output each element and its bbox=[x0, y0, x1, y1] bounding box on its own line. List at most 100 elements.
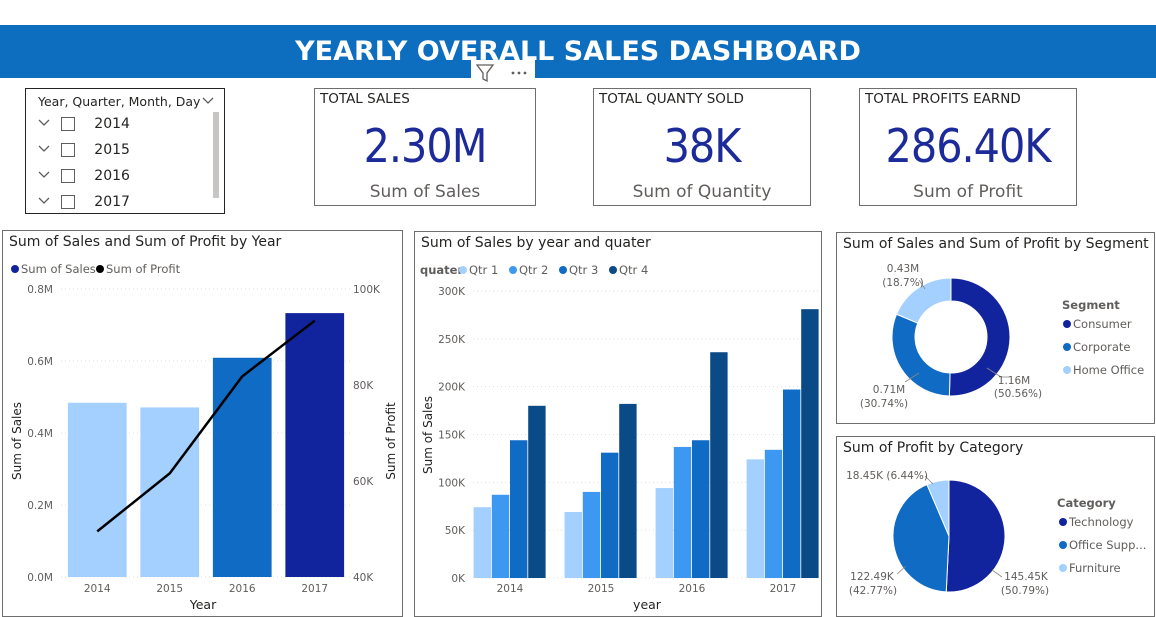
sales-by-year-quarter-chart[interactable]: Sum of Sales by year and quater quater Q… bbox=[414, 231, 822, 617]
x-tick-label: 2017 bbox=[301, 583, 328, 595]
legend-marker bbox=[11, 265, 19, 273]
slicer-item[interactable]: 2014 bbox=[38, 116, 130, 138]
sales-bar[interactable] bbox=[212, 357, 272, 577]
quarter-bar[interactable] bbox=[601, 452, 619, 578]
slicer-item-controls bbox=[38, 143, 75, 157]
dashboard-title: YEARLY OVERALL SALES DASHBOARD bbox=[295, 36, 861, 67]
x-tick-label: 2014 bbox=[84, 583, 111, 595]
checkbox-icon[interactable] bbox=[61, 143, 75, 157]
chart-canvas: quater Qtr 1 Qtr 2 Qtr 3 Qtr 4 Sum of Sales… bbox=[420, 263, 821, 612]
date-slicer[interactable]: Year, Quarter, Month, Day 2014 2015 2016 bbox=[25, 88, 225, 214]
quarter-bar[interactable] bbox=[564, 511, 582, 578]
slicer-item[interactable]: 2015 bbox=[38, 142, 130, 164]
quarter-bar[interactable] bbox=[783, 389, 801, 578]
y-tick-label: 300K bbox=[438, 286, 466, 298]
title-banner bbox=[0, 25, 1156, 78]
x-tick-label: 2017 bbox=[770, 583, 797, 595]
card-label: Sum of Quantity bbox=[632, 182, 772, 202]
chart-canvas: Segment Consumer Corporate Home Office 1.1… bbox=[860, 263, 1144, 410]
slice-value-label: 0.43M bbox=[887, 263, 919, 275]
slice-pct-label: (42.77%) bbox=[849, 585, 897, 597]
legend-marker bbox=[459, 266, 467, 274]
card-title: TOTAL PROFITS EARND bbox=[865, 91, 1021, 107]
chart-title: Sum of Sales by year and quater bbox=[421, 235, 651, 251]
expand-chevron-icon[interactable] bbox=[38, 119, 50, 126]
legend-marker bbox=[1059, 518, 1067, 526]
pie-slice[interactable] bbox=[945, 479, 1006, 593]
data-label-office-supplies: 122.49K (42.77%) bbox=[849, 565, 907, 597]
slicer-scrollbar[interactable] bbox=[213, 112, 219, 198]
expand-chevron-icon[interactable] bbox=[38, 197, 50, 204]
quarter-bar[interactable] bbox=[801, 309, 819, 578]
quarter-bar[interactable] bbox=[692, 440, 710, 578]
x-tick-label: 2015 bbox=[156, 583, 183, 595]
slicer-item-label: 2017 bbox=[94, 194, 130, 209]
card-title: TOTAL SALES bbox=[320, 91, 410, 107]
card-title: TOTAL QUANTY SOLD bbox=[599, 91, 744, 107]
legend-marker bbox=[1063, 343, 1071, 351]
y2-tick-label: 40K bbox=[353, 572, 374, 584]
quarter-bar[interactable] bbox=[710, 352, 728, 578]
quarter-bar[interactable] bbox=[491, 494, 510, 578]
legend-title: quater bbox=[420, 263, 463, 277]
profit-by-category-chart[interactable]: Sum of Profit by Category Category Techn… bbox=[836, 436, 1155, 617]
legend-label: Qtr 3 bbox=[569, 263, 598, 277]
chart-canvas: Sum of Sales Sum of Profit Sum of Sales … bbox=[10, 262, 398, 612]
quarter-bar[interactable] bbox=[510, 440, 528, 578]
quarter-bar[interactable] bbox=[582, 491, 601, 578]
legend-label: Consumer bbox=[1073, 317, 1132, 331]
checkbox-icon[interactable] bbox=[61, 117, 75, 131]
expand-chevron-icon[interactable] bbox=[38, 171, 50, 178]
sales-bar[interactable] bbox=[140, 407, 200, 577]
expand-chevron-icon[interactable] bbox=[38, 145, 50, 152]
y-axis-title: Sum of Sales bbox=[421, 396, 435, 474]
chart-title: Sum of Sales and Sum of Profit by Year bbox=[9, 234, 282, 250]
sales-profit-by-year-chart[interactable]: Sum of Sales and Sum of Profit by Year S… bbox=[2, 230, 403, 617]
quarter-bar[interactable] bbox=[473, 507, 491, 578]
slicer-dropdown-icon[interactable] bbox=[202, 96, 214, 106]
chart-title: Sum of Profit by Category bbox=[843, 440, 1024, 456]
sales-bar[interactable] bbox=[285, 313, 345, 577]
card-label: Sum of Sales bbox=[369, 182, 481, 202]
x-tick-label: 2015 bbox=[588, 583, 615, 595]
profit-line[interactable] bbox=[96, 319, 316, 533]
slice-value-label: 122.49K bbox=[850, 571, 895, 583]
pie-slice[interactable] bbox=[895, 277, 952, 324]
total-sales-card[interactable]: TOTAL SALES 2.30M Sum of Sales bbox=[314, 88, 536, 206]
y2-axis-title: Sum of Profit bbox=[384, 402, 398, 480]
y-tick-label: 0.8M bbox=[27, 284, 53, 296]
more-options-icon[interactable] bbox=[511, 71, 527, 75]
legend-label: Corporate bbox=[1073, 340, 1131, 354]
pie-slice[interactable] bbox=[892, 483, 950, 593]
quarter-bar[interactable] bbox=[673, 446, 692, 578]
pie-slice[interactable] bbox=[926, 479, 950, 537]
y-tick-label: 50K bbox=[445, 525, 466, 537]
sales-bar[interactable] bbox=[67, 402, 127, 577]
y2-tick-label: 100K bbox=[353, 284, 381, 296]
data-label-furniture: 18.45K (6.44%) bbox=[846, 470, 934, 485]
y2-tick-label: 60K bbox=[353, 476, 374, 488]
slice-pct-label: (18.7%) bbox=[882, 277, 924, 289]
total-profit-card[interactable]: TOTAL PROFITS EARND 286.40K Sum of Profi… bbox=[859, 88, 1077, 206]
quarter-bar[interactable] bbox=[746, 459, 764, 578]
total-quantity-card[interactable]: TOTAL QUANTY SOLD 38K Sum of Quantity bbox=[593, 88, 811, 206]
card-value: 286.40K bbox=[885, 119, 1052, 173]
slicer-item[interactable]: 2017 bbox=[38, 194, 130, 209]
card-value: 38K bbox=[663, 119, 742, 173]
x-tick-label: 2014 bbox=[497, 583, 524, 595]
chart-title: Sum of Sales and Sum of Profit by Segmen… bbox=[843, 236, 1149, 252]
quarter-bar[interactable] bbox=[764, 449, 783, 578]
quarter-bar[interactable] bbox=[655, 488, 673, 578]
slicer-item[interactable]: 2016 bbox=[38, 168, 130, 190]
filter-icon[interactable] bbox=[475, 64, 495, 83]
quarter-bar[interactable] bbox=[619, 403, 637, 578]
y2-tick-label: 80K bbox=[353, 380, 374, 392]
y-tick-label: 250K bbox=[438, 334, 466, 346]
y-tick-label: 150K bbox=[438, 430, 466, 442]
quarter-bar[interactable] bbox=[528, 405, 546, 578]
checkbox-icon[interactable] bbox=[61, 195, 75, 209]
sales-profit-by-segment-chart[interactable]: Sum of Sales and Sum of Profit by Segmen… bbox=[836, 232, 1155, 424]
checkbox-icon[interactable] bbox=[61, 169, 75, 183]
pie-slice[interactable] bbox=[948, 277, 1011, 397]
legend-title: Category bbox=[1057, 496, 1116, 510]
